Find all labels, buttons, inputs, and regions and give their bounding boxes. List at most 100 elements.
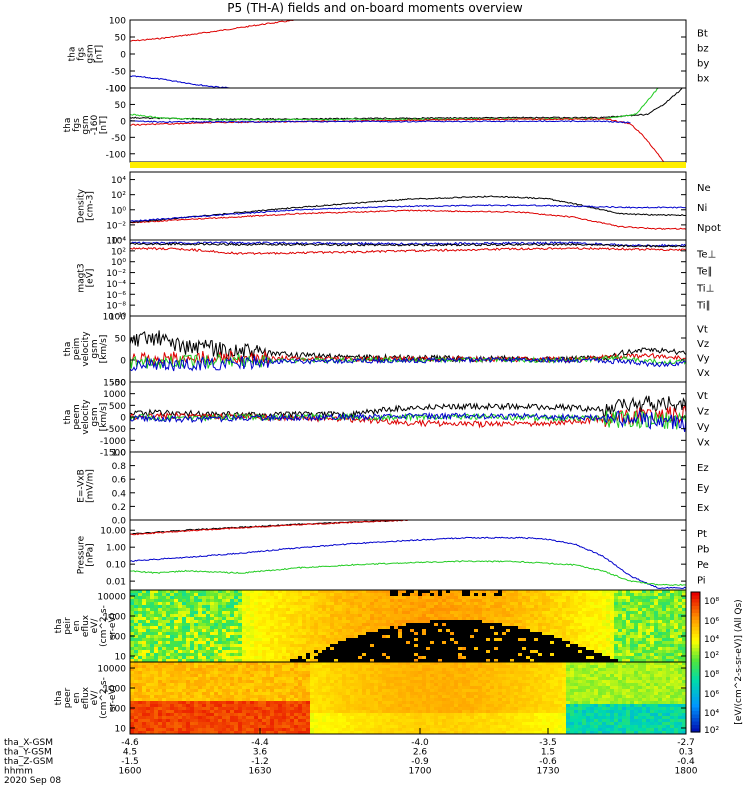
peir-cell (434, 653, 439, 657)
peir-cell (470, 590, 475, 594)
peir-cell (582, 590, 587, 594)
peir-cell (662, 650, 667, 654)
peir-cell (642, 605, 647, 609)
peir-cell (190, 650, 195, 654)
peir-cell (278, 638, 283, 642)
peer-cell (310, 716, 315, 720)
peir-cell (346, 623, 351, 627)
peer-cell (314, 698, 319, 702)
peir-cell (146, 647, 151, 651)
peir-cell (654, 641, 659, 645)
peer-cell (142, 701, 147, 705)
peir-cell (150, 650, 155, 654)
peir-cell (602, 638, 607, 642)
peer-cell (310, 707, 315, 711)
peer-cell (270, 695, 275, 699)
peir-cell (558, 611, 563, 615)
peir-cell (678, 638, 683, 642)
peir-cell (278, 620, 283, 624)
peir-cell (614, 644, 619, 648)
peir-cell (574, 602, 579, 606)
peer-cell (222, 665, 227, 669)
peir-cell (310, 635, 315, 639)
peir-cell (154, 659, 159, 662)
peir-cell (650, 647, 655, 651)
peer-cell (210, 683, 215, 687)
peer-cell (234, 689, 239, 693)
peir-cell (350, 659, 355, 662)
temperature-ylabel: magt3 (77, 263, 87, 292)
peir-cell (414, 644, 419, 648)
peer-cell (242, 725, 247, 729)
peir-cell (214, 647, 219, 651)
peir-cell (486, 590, 491, 594)
peir-cell (670, 593, 675, 597)
peer-cell (210, 701, 215, 705)
peir-cell (202, 659, 207, 662)
peir-cell (570, 617, 575, 621)
peir-cell (658, 590, 663, 594)
peir-cell (626, 629, 631, 633)
peir-cell (570, 650, 575, 654)
peir-cell (146, 614, 151, 618)
peir-cell (534, 620, 539, 624)
peir-cell (206, 638, 211, 642)
peir-cell (138, 647, 143, 651)
peer-cell (162, 731, 167, 734)
peer-cell (142, 680, 147, 684)
peir-cell (278, 653, 283, 657)
peer-cell (222, 689, 227, 693)
peir-cell (462, 635, 467, 639)
peir-cell (238, 632, 243, 636)
peer-cell (142, 692, 147, 696)
peir-cell (682, 590, 686, 594)
peer-cell (198, 728, 203, 732)
peir-cell (246, 635, 251, 639)
peer-cell (190, 680, 195, 684)
peir-cell (382, 605, 387, 609)
peer-cell (286, 701, 291, 705)
peir-cell (142, 605, 147, 609)
peir-cell (274, 623, 279, 627)
peir-cell (166, 611, 171, 615)
peir-cell (518, 653, 523, 657)
peir-cell (370, 638, 375, 642)
peir-cell (590, 623, 595, 627)
peir-cell (634, 644, 639, 648)
peir-cell (458, 647, 463, 651)
peer-cell (362, 662, 367, 666)
peer-cell (354, 695, 359, 699)
peer-cell (242, 680, 247, 684)
peer-cell (290, 716, 295, 720)
peer-cell (222, 668, 227, 672)
peir-cell (542, 656, 547, 660)
peir-cell (426, 617, 431, 621)
peir-cell (154, 602, 159, 606)
peir-cell (370, 599, 375, 603)
peir-cell (682, 617, 686, 621)
peir-cell (406, 614, 411, 618)
peer-cell (326, 701, 331, 705)
peir-cell (530, 632, 535, 636)
peir-cell (330, 644, 335, 648)
peer-cell (250, 704, 255, 708)
peer-cell (178, 680, 183, 684)
peir-cell (218, 653, 223, 657)
temperature-series-Te-line (130, 246, 686, 255)
peir-cell (570, 605, 575, 609)
peer-cell (190, 671, 195, 675)
peer-cell (170, 719, 175, 723)
peir-cell (582, 650, 587, 654)
peer-cell (330, 683, 335, 687)
peir-cell (530, 644, 535, 648)
peir-cell (306, 599, 311, 603)
peir-cell (406, 626, 411, 630)
peir-cell (402, 650, 407, 654)
peer-cell (218, 674, 223, 678)
peir-cell (490, 620, 495, 624)
peer-cell (302, 725, 307, 729)
peir-cell (434, 626, 439, 630)
fgs2-series-blue-line (130, 120, 631, 124)
peer-cell (298, 716, 303, 720)
peir-cell (398, 659, 403, 662)
